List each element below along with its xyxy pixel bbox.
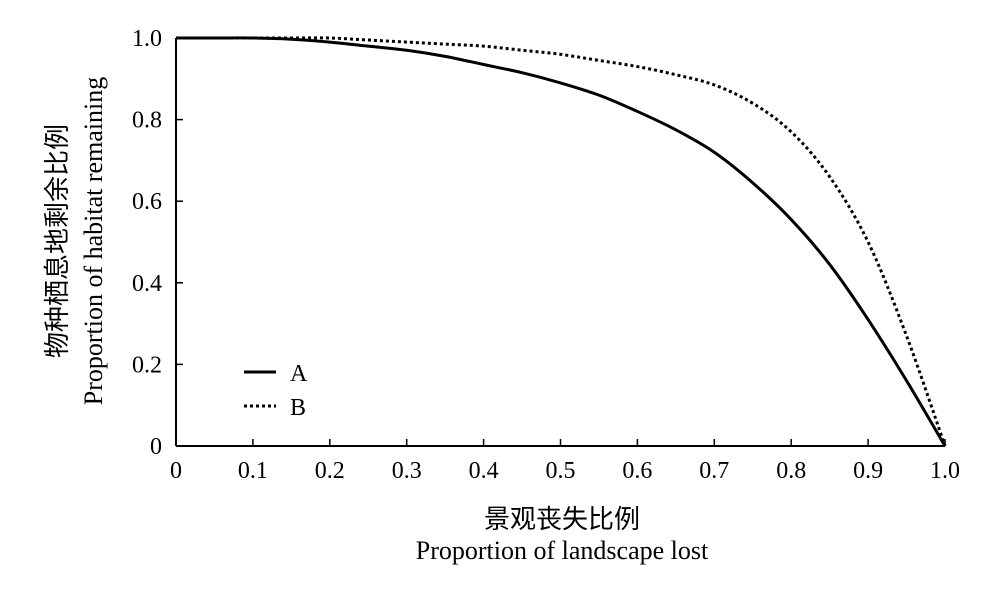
legend: AB [244, 361, 308, 421]
y-axis-title-cn: 物种栖息地剩余比例 [43, 124, 73, 358]
legend-label-a: A [290, 361, 308, 387]
y-tick-label: 0.8 [132, 108, 162, 134]
x-axis-title-cn: 景观丧失比例 [484, 505, 640, 535]
y-tick-label: 0.2 [132, 352, 162, 378]
x-tick-label: 1.0 [930, 458, 960, 484]
y-tick-label: 0.4 [132, 271, 162, 297]
x-tick-label: 0.2 [315, 458, 345, 484]
y-tick-label: 0.6 [132, 189, 162, 215]
y-axis-ticks: 0 0.2 0.4 0.6 0.8 1.0 [132, 26, 183, 460]
series-line-b [175, 36, 947, 447]
x-tick-label: 0.6 [622, 458, 652, 484]
x-tick-label: 0.1 [238, 458, 268, 484]
x-axis-ticks: 0 0.1 0.2 0.3 0.4 0.5 0.6 0.7 0.8 0.9 1.0 [170, 439, 960, 484]
x-tick-label: 0.9 [853, 458, 883, 484]
x-tick-label: 0.4 [469, 458, 499, 484]
series-line-a [175, 36, 947, 447]
x-tick-label: 0.8 [776, 458, 806, 484]
y-tick-label: 1.0 [132, 26, 162, 52]
y-axis-title-en: Proportion of habitat remaining [79, 77, 108, 406]
x-tick-label: 0.5 [546, 458, 576, 484]
x-tick-label: 0 [170, 458, 182, 484]
legend-label-b: B [290, 395, 306, 421]
series-layer [175, 36, 947, 447]
x-axis-title-en: Proportion of landscape lost [416, 536, 709, 565]
x-tick-label: 0.3 [392, 458, 422, 484]
x-tick-label: 0.7 [699, 458, 729, 484]
y-tick-label: 0 [150, 434, 162, 460]
